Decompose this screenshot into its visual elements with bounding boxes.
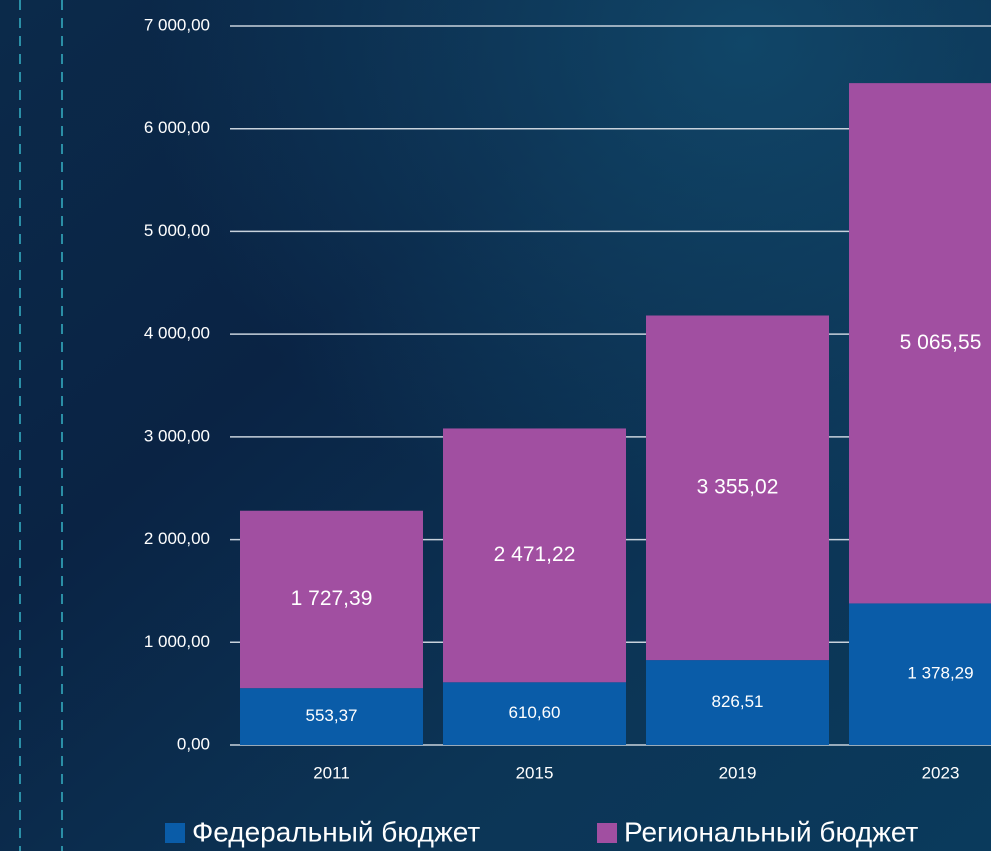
x-tick-label: 2019 <box>719 763 757 782</box>
y-tick-label: 6 000,00 <box>144 118 210 137</box>
y-tick-label: 0,00 <box>177 734 210 753</box>
y-tick-label: 3 000,00 <box>144 426 210 445</box>
bar-segment <box>849 603 991 745</box>
y-tick-label: 4 000,00 <box>144 324 210 343</box>
x-tick-label: 2015 <box>516 763 554 782</box>
bar-segment <box>443 682 626 745</box>
x-tick-label: 2011 <box>313 763 350 782</box>
bar-segment <box>443 428 626 683</box>
y-tick-label: 7 000,00 <box>144 15 210 34</box>
data-label: 826,51 <box>712 692 764 711</box>
data-label: 610,60 <box>509 703 561 722</box>
bar-segment <box>646 315 829 661</box>
bar-segment <box>240 688 423 745</box>
data-label: 553,37 <box>306 706 358 725</box>
data-label: 1 378,29 <box>907 664 973 683</box>
x-tick-label: 2023 <box>922 763 960 782</box>
y-tick-label: 5 000,00 <box>144 221 210 240</box>
y-tick-label: 1 000,00 <box>144 632 210 651</box>
legend-swatch <box>165 823 185 843</box>
bar-segment <box>849 83 991 604</box>
y-tick-label: 2 000,00 <box>144 529 210 548</box>
data-label: 2 471,22 <box>494 543 576 566</box>
data-label: 5 065,55 <box>900 331 982 354</box>
legend-label: Федеральный бюджет <box>192 816 480 847</box>
data-label: 3 355,02 <box>697 475 779 498</box>
legend-swatch <box>597 823 617 843</box>
bar-segment <box>646 660 829 745</box>
bar-segment <box>240 510 423 689</box>
legend-label: Региональный бюджет <box>624 816 919 847</box>
data-label: 1 727,39 <box>291 587 373 610</box>
